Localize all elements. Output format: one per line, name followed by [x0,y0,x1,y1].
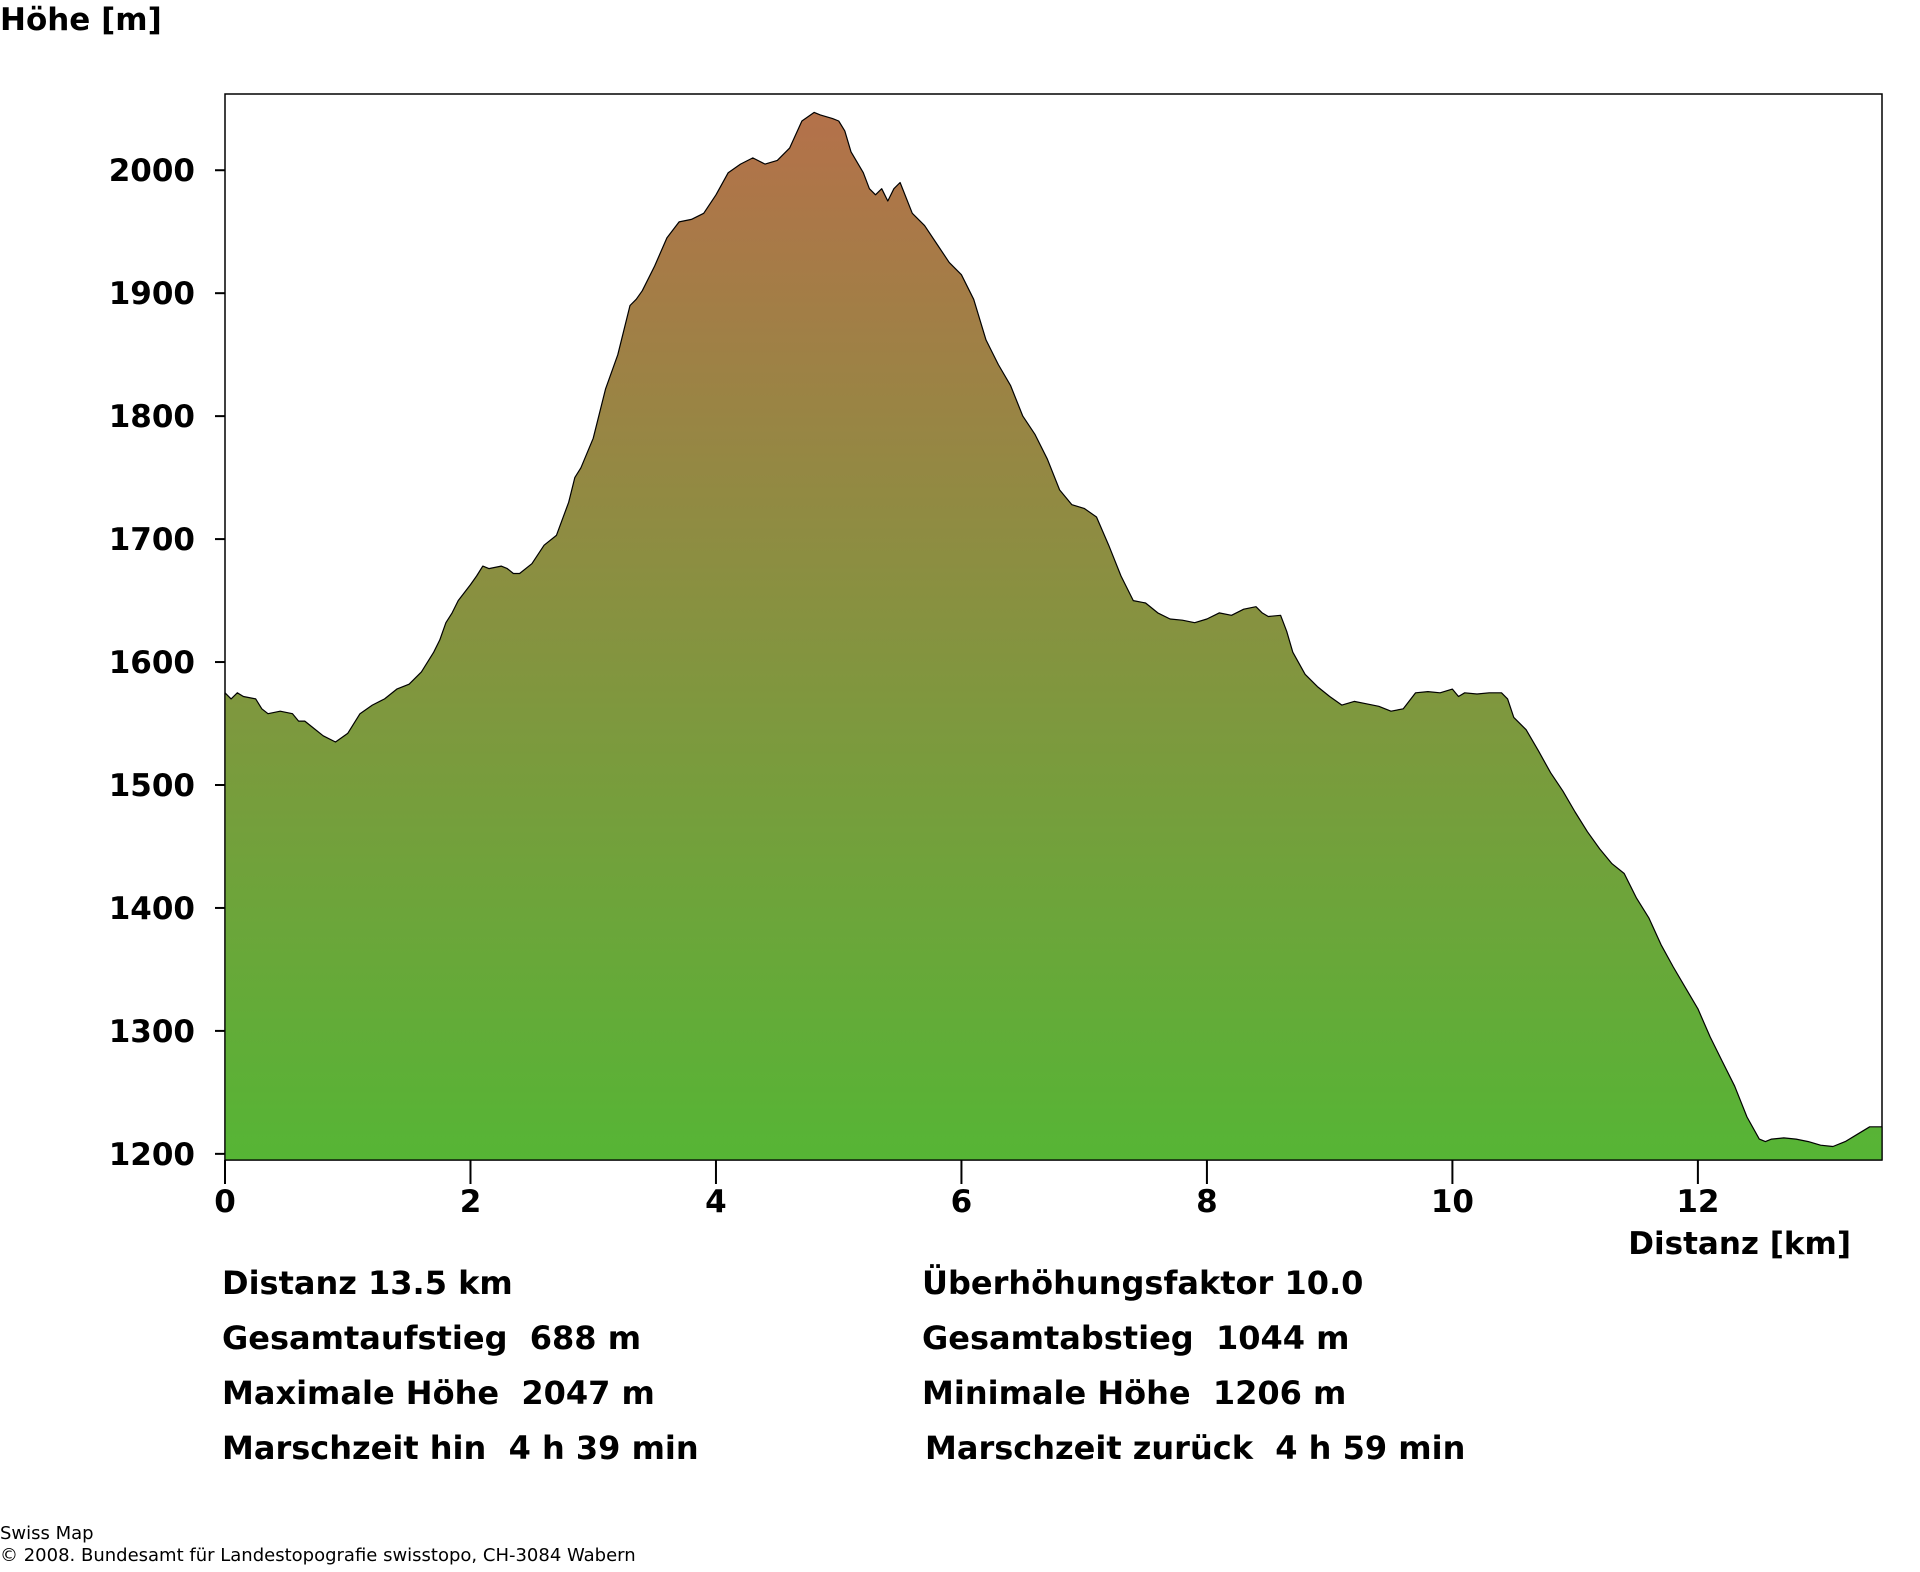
x-tick-label: 10 [1431,1184,1474,1220]
x-axis-ticks: 0 2 4 6 8 10 12 [214,1160,1719,1220]
stat-walk-time-outbound: Marschzeit hin 4 h 39 min [222,1429,699,1467]
x-axis-title: Distanz [km] [1628,1226,1851,1262]
stat-max-altitude: Maximale Höhe 2047 m [222,1374,655,1412]
y-axis-ticks: 1200 1300 1400 1500 1600 1700 1800 1900 2000 [109,153,225,1173]
y-tick-label: 1900 [109,276,195,312]
y-tick-label: 1400 [109,891,195,927]
x-tick-label: 8 [1196,1184,1218,1220]
y-tick-label: 1500 [109,768,195,804]
credit-copyright: © 2008. Bundesamt für Landestopografie s… [0,1545,636,1566]
y-tick-label: 2000 [109,153,195,189]
x-tick-label: 2 [460,1184,482,1220]
stat-walk-time-return: Marschzeit zurück 4 h 59 min [925,1429,1466,1467]
x-tick-label: 4 [705,1184,727,1220]
y-tick-label: 1300 [109,1014,195,1050]
x-tick-label: 6 [951,1184,973,1220]
stat-exaggeration-factor: Überhöhungsfaktor 10.0 [922,1264,1364,1302]
x-tick-label: 0 [214,1184,236,1220]
elevation-area [224,111,1883,1161]
y-tick-label: 1200 [109,1137,195,1173]
stat-total-descent: Gesamtabstieg 1044 m [922,1319,1350,1357]
stat-min-altitude: Minimale Höhe 1206 m [922,1374,1347,1412]
y-tick-label: 1800 [109,399,195,435]
x-tick-label: 12 [1676,1184,1719,1220]
stat-distance: Distanz 13.5 km [222,1264,513,1302]
y-tick-label: 1700 [109,522,195,558]
y-axis-title: Höhe [m] [0,2,162,38]
y-tick-label: 1600 [109,645,195,681]
stat-total-ascent: Gesamtaufstieg 688 m [222,1319,642,1357]
credit-title: Swiss Map [0,1523,94,1544]
